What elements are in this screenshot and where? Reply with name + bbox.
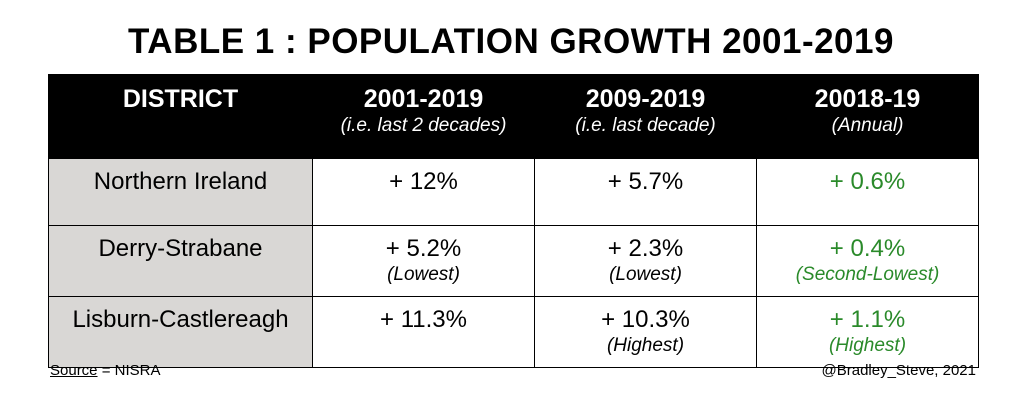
- header-label: 2001-2019: [363, 85, 484, 113]
- source-label: Source: [50, 362, 98, 379]
- header-annual: 20018-19 (Annual): [756, 74, 979, 159]
- page-title: TABLE 1 : POPULATION GROWTH 2001-2019: [128, 22, 894, 61]
- table-row: Northern Ireland + 12% + 5.7% + 0.6%: [48, 158, 979, 226]
- growth-cell-annual: + 0.6%: [756, 158, 979, 226]
- header-sublabel: (i.e. last 2 decades): [340, 115, 507, 136]
- growth-cell: + 12%: [312, 158, 535, 226]
- growth-cell: + 5.7%: [534, 158, 757, 226]
- growth-cell: + 10.3% (Highest): [534, 296, 757, 368]
- growth-value: + 1.1%: [829, 306, 906, 333]
- table-row: Derry-Strabane + 5.2% (Lowest) + 2.3% (L…: [48, 225, 979, 297]
- growth-cell: + 5.2% (Lowest): [312, 225, 535, 297]
- table-row: Lisburn-Castlereagh + 11.3% + 10.3% (Hig…: [48, 296, 979, 368]
- header-sublabel: (Annual): [831, 115, 904, 136]
- growth-value: + 12%: [389, 168, 458, 195]
- growth-value: + 0.4%: [829, 235, 906, 262]
- source-note: Source = NISRA: [50, 362, 160, 379]
- rank-note: (Highest): [606, 335, 685, 356]
- header-label: DISTRICT: [122, 85, 239, 113]
- growth-value: + 2.3%: [607, 235, 684, 262]
- rank-note: (Highest): [828, 335, 907, 356]
- header-district: DISTRICT: [48, 74, 313, 159]
- header-label: 20018-19: [814, 85, 921, 113]
- source-value: = NISRA: [97, 362, 161, 379]
- growth-cell-annual: + 0.4% (Second-Lowest): [756, 225, 979, 297]
- district-cell: Derry-Strabane: [48, 225, 313, 297]
- header-2009-2019: 2009-2019 (i.e. last decade): [534, 74, 757, 159]
- growth-value: + 5.2%: [385, 235, 462, 262]
- header-label: 2009-2019: [585, 85, 706, 113]
- author-credit: @Bradley_Steve, 2021: [821, 362, 977, 379]
- district-cell: Lisburn-Castlereagh: [48, 296, 313, 368]
- rank-note: (Lowest): [387, 264, 460, 285]
- growth-cell: + 11.3%: [312, 296, 535, 368]
- growth-cell-annual: + 1.1% (Highest): [756, 296, 979, 368]
- growth-cell: + 2.3% (Lowest): [534, 225, 757, 297]
- table-header-row: DISTRICT 2001-2019 (i.e. last 2 decades)…: [48, 74, 979, 159]
- growth-value: + 11.3%: [380, 306, 467, 333]
- growth-value: + 0.6%: [829, 168, 906, 195]
- population-growth-table: DISTRICT 2001-2019 (i.e. last 2 decades)…: [48, 74, 979, 368]
- header-sublabel: (i.e. last decade): [575, 115, 716, 136]
- growth-value: + 10.3%: [601, 306, 690, 333]
- district-cell: Northern Ireland: [48, 158, 313, 226]
- rank-note: (Second-Lowest): [795, 264, 940, 285]
- rank-note: (Lowest): [609, 264, 682, 285]
- growth-value: + 5.7%: [607, 168, 684, 195]
- header-2001-2019: 2001-2019 (i.e. last 2 decades): [312, 74, 535, 159]
